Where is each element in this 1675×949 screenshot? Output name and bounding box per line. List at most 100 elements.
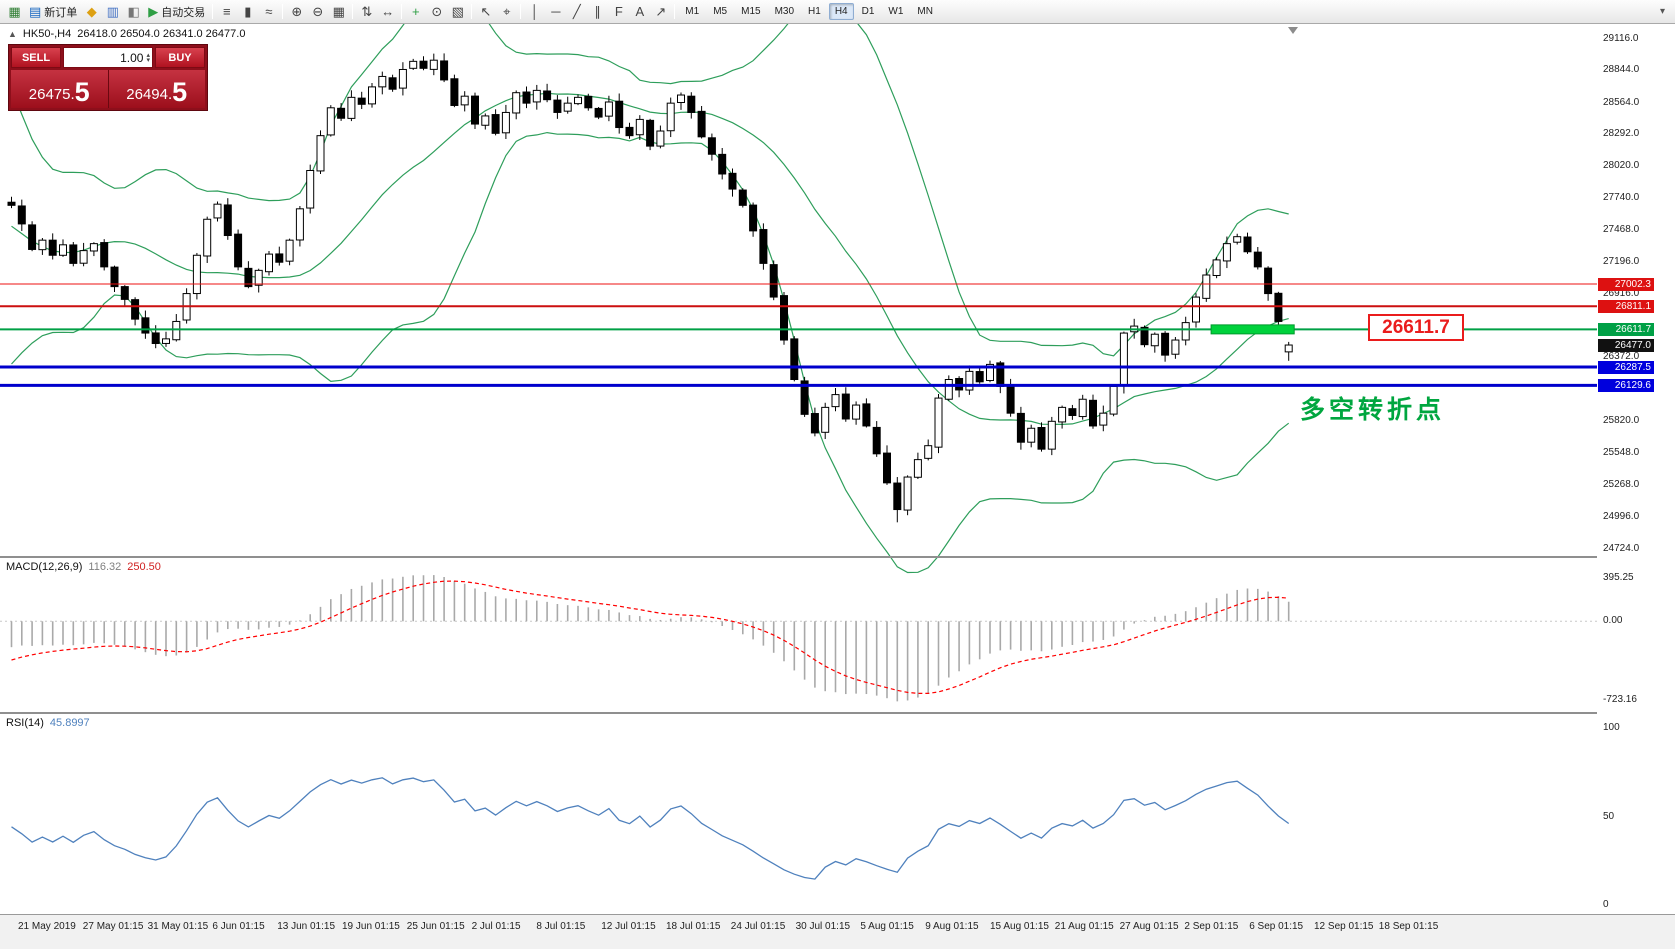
candlestick-chart-icon[interactable]: ▮ xyxy=(237,2,258,22)
panel-splitter-macd[interactable] xyxy=(0,556,1675,558)
price-marker: 27002.3 xyxy=(1598,278,1654,292)
vertical-line-icon[interactable]: │ xyxy=(524,2,545,22)
time-label: 21 Aug 01:15 xyxy=(1054,921,1114,932)
app-logo-icon[interactable]: ▦ xyxy=(4,2,25,22)
spin-down-icon[interactable]: ▾ xyxy=(146,56,150,64)
time-label: 18 Sep 01:15 xyxy=(1378,921,1439,932)
axis-tick: -723.16 xyxy=(1603,694,1637,706)
sell-price[interactable]: 26475. 5 xyxy=(11,70,108,108)
auto-scroll-icon[interactable]: ⇅ xyxy=(356,2,377,22)
navigator-icon[interactable]: ◧ xyxy=(123,2,144,22)
time-label: 31 May 01:15 xyxy=(147,921,209,932)
spin-up-icon[interactable]: ▴ xyxy=(146,51,150,59)
macd-signal-value: 250.50 xyxy=(127,561,161,573)
main-toolbar: ▦ ▤ 新订单 ◆ ▥ ◧ ▶ 自动交易 ≡ ▮ ≈ ⊕ ⊖ ▦ ⇅ ↔ + ⊙ ▧ ↖ ⌖ │ ─ ╱ ∥ F A ↗ M1 M5 M15… xyxy=(0,0,1675,24)
navigator-icon: ◧ xyxy=(127,3,140,19)
cursor-icon[interactable]: ↖ xyxy=(475,2,496,22)
axis-tick: 0.00 xyxy=(1603,615,1623,627)
axis-tick: 28020.0 xyxy=(1603,159,1640,171)
one-click-toggle-icon[interactable]: ▲ xyxy=(8,29,17,39)
axis-tick: 28292.0 xyxy=(1603,128,1640,140)
axis-tick: 27740.0 xyxy=(1603,192,1640,204)
timeframe-h1[interactable]: H1 xyxy=(808,6,821,17)
sell-price-pip: 5 xyxy=(74,77,90,107)
volume-field[interactable]: 1.00 ▴ ▾ xyxy=(63,47,153,68)
zoom-out-icon[interactable]: ⊖ xyxy=(307,2,328,22)
time-label: 27 May 01:15 xyxy=(82,921,144,932)
horizontal-line-icon[interactable]: ─ xyxy=(545,2,566,22)
line-chart-icon[interactable]: ≈ xyxy=(258,2,279,22)
period-button[interactable]: ⊙ xyxy=(426,2,447,22)
timeframe-mn[interactable]: MN xyxy=(917,6,933,17)
buy-price-pip: 5 xyxy=(172,77,188,107)
text-icon[interactable]: A xyxy=(629,2,650,22)
one-click-trading-panel: SELL 1.00 ▴ ▾ BUY 26475. 5 26494. 5 xyxy=(8,44,208,111)
turning-point-text[interactable]: 多空转折点 xyxy=(1300,396,1446,424)
chart-shift-icon[interactable]: ↔ xyxy=(377,2,398,22)
volume-spinner[interactable]: ▴ ▾ xyxy=(146,51,150,64)
macd-panel xyxy=(0,575,1597,702)
new-order-button[interactable]: ▤ 新订单 xyxy=(25,2,81,22)
timeframe-m1[interactable]: M1 xyxy=(685,6,700,17)
timeframe-h4[interactable]: H4 xyxy=(828,3,854,20)
timeframe-w1[interactable]: W1 xyxy=(888,6,904,17)
sell-button[interactable]: SELL xyxy=(11,47,61,68)
market-watch-icon: ▥ xyxy=(106,3,119,19)
axis-tick: 28564.0 xyxy=(1603,96,1640,108)
time-label: 9 Aug 01:15 xyxy=(925,921,979,932)
time-label: 18 Jul 01:15 xyxy=(666,921,721,932)
time-axis[interactable]: 21 May 2019 27 May 01:15 31 May 01:15 6 Jun… xyxy=(0,914,1675,949)
line-chart-icon: ≈ xyxy=(265,4,273,19)
toolbar-separator xyxy=(352,4,354,19)
text-icon: A xyxy=(635,4,645,19)
time-label: 25 Jun 01:15 xyxy=(406,921,465,932)
time-label: 5 Aug 01:15 xyxy=(860,921,914,932)
axis-tick: 26916.0 xyxy=(1603,288,1640,300)
fibonacci-icon[interactable]: F xyxy=(608,2,629,22)
tile-windows-icon[interactable]: ▦ xyxy=(328,2,349,22)
candles-layer xyxy=(7,53,1293,523)
toolbar-separator xyxy=(212,4,214,19)
buy-button[interactable]: BUY xyxy=(155,47,205,68)
indicators-button[interactable]: + xyxy=(405,2,426,22)
template-button[interactable]: ▧ xyxy=(447,2,468,22)
timeframe-m30[interactable]: M30 xyxy=(774,6,795,17)
axis-tick: 28844.0 xyxy=(1603,64,1640,76)
axis-tick: 395.25 xyxy=(1603,571,1634,583)
highlight-segment[interactable] xyxy=(1210,324,1295,335)
time-label: 2 Jul 01:15 xyxy=(471,921,521,932)
crosshair-icon[interactable]: ⌖ xyxy=(496,2,517,22)
time-label: 2 Sep 01:15 xyxy=(1184,921,1239,932)
autotrading-button-label: 自动交易 xyxy=(161,6,206,19)
time-label: 8 Jul 01:15 xyxy=(536,921,586,932)
timeframe-m15[interactable]: M15 xyxy=(741,6,761,17)
toolbar-separator xyxy=(282,4,284,19)
equidistant-channel-icon[interactable]: ∥ xyxy=(587,2,608,22)
new-order-icon: ▤ xyxy=(29,3,42,19)
indicators-icon: + xyxy=(412,4,420,19)
time-label: 6 Jun 01:15 xyxy=(212,921,265,932)
price-marker: 26611.7 xyxy=(1598,323,1654,337)
autotrading-button[interactable]: ▶ 自动交易 xyxy=(144,2,209,22)
arrow-icon[interactable]: ↗ xyxy=(650,2,671,22)
metaeditor-icon[interactable]: ◆ xyxy=(81,2,102,22)
toolbar-overflow-icon[interactable]: ▾ xyxy=(1659,6,1665,17)
level-annotation-box[interactable]: 26611.7 xyxy=(1368,314,1464,341)
panel-splitter-rsi[interactable] xyxy=(0,712,1675,714)
price-axis[interactable]: 29116.0 28844.0 28564.0 28292.0 28020.0 27740… xyxy=(1597,24,1675,914)
time-label: 15 Aug 01:15 xyxy=(990,921,1049,932)
toolbar-separator xyxy=(674,4,676,19)
chart-shift-marker[interactable] xyxy=(1288,27,1298,34)
price-marker: 26129.6 xyxy=(1598,379,1654,393)
zoom-in-icon[interactable]: ⊕ xyxy=(286,2,307,22)
axis-tick: 24996.0 xyxy=(1603,510,1640,522)
trendline-icon[interactable]: ╱ xyxy=(566,2,587,22)
bar-chart-icon[interactable]: ≡ xyxy=(216,2,237,22)
buy-price[interactable]: 26494. 5 xyxy=(107,70,205,108)
sell-price-main: 26475. xyxy=(28,86,75,103)
market-watch-icon[interactable]: ▥ xyxy=(102,2,123,22)
axis-tick: 0 xyxy=(1603,899,1609,910)
timeframe-m5[interactable]: M5 xyxy=(713,6,728,17)
timeframe-d1[interactable]: D1 xyxy=(861,6,875,17)
